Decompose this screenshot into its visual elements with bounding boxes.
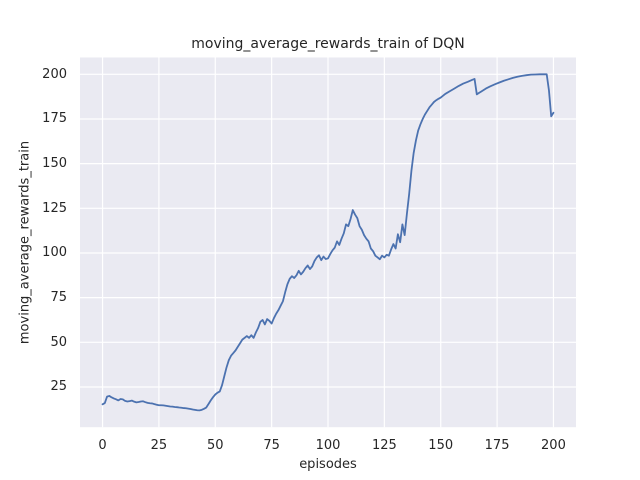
y-tick-label: 50 xyxy=(50,334,67,350)
y-tick-label: 100 xyxy=(42,245,67,261)
y-tick-label: 75 xyxy=(50,290,67,306)
y-tick-label: 175 xyxy=(42,111,67,127)
x-tick-label: 0 xyxy=(98,438,107,453)
x-tick-label: 100 xyxy=(315,438,341,453)
x-tick-label: 175 xyxy=(484,438,510,453)
chart-title: moving_average_rewards_train of DQN xyxy=(191,36,465,52)
x-tick-label: 125 xyxy=(371,438,397,453)
y-tick-label: 125 xyxy=(42,200,67,216)
x-tick-label: 50 xyxy=(206,438,224,453)
y-tick-label: 150 xyxy=(42,156,67,172)
series-line xyxy=(101,73,555,412)
y-tick-label: 200 xyxy=(42,66,67,82)
x-axis-label: episodes xyxy=(299,457,357,472)
x-tick-label: 200 xyxy=(541,438,566,453)
y-axis-label: moving_average_rewards_train xyxy=(17,140,33,345)
y-tick-label: 25 xyxy=(50,379,67,395)
x-tick-label: 75 xyxy=(263,438,280,453)
x-tick-label: 25 xyxy=(150,438,168,453)
x-tick-label: 150 xyxy=(428,438,454,453)
